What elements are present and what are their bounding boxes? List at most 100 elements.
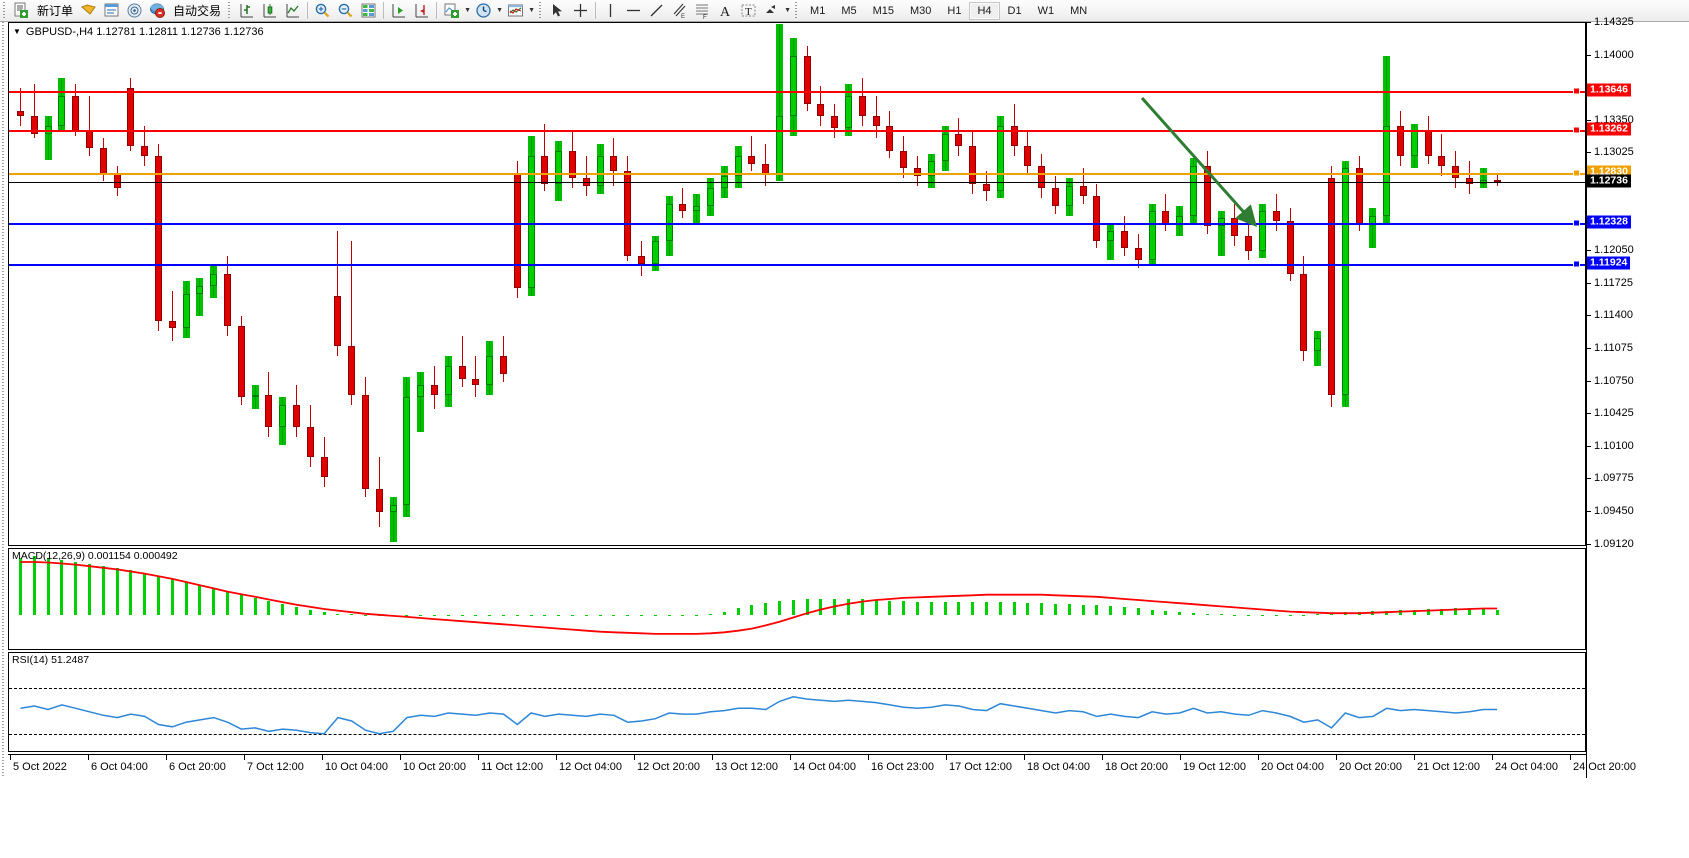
macd-histogram-bar xyxy=(584,614,588,616)
data-window-icon[interactable] xyxy=(100,1,123,21)
macd-histogram-bar xyxy=(543,614,547,616)
add-indicator-icon[interactable] xyxy=(440,1,463,21)
chart-left-grip[interactable] xyxy=(0,22,7,834)
auto-trading-button[interactable]: 自动交易 xyxy=(173,4,222,18)
macd-histogram-bar xyxy=(653,614,657,616)
zoom-out-icon[interactable] xyxy=(334,1,357,21)
level-line-resistance-2[interactable] xyxy=(9,129,1585,132)
level-anchor-resistance-2[interactable] xyxy=(1573,126,1580,134)
add-indicator-chevron-down-icon[interactable]: ▼ xyxy=(464,7,471,14)
toolbar-grip-4[interactable] xyxy=(793,1,801,20)
price-pane[interactable]: ▼ GBPUSD-,H4 1.12781 1.12811 1.12736 1.1… xyxy=(8,22,1586,546)
timeframe-m15[interactable]: M15 xyxy=(872,5,894,17)
new-order-button[interactable]: 新订单 xyxy=(37,4,74,18)
time-tick-label: 16 Oct 23:00 xyxy=(871,761,934,773)
candle-body xyxy=(1093,195,1101,242)
candle xyxy=(1079,167,1087,204)
shapes-icon[interactable] xyxy=(760,1,783,21)
macd-histogram-bar xyxy=(640,614,643,616)
chart-menu-arrow-icon[interactable]: ▼ xyxy=(13,26,21,36)
text-label-icon[interactable]: T xyxy=(737,1,760,21)
price-axis[interactable]: 1.14325 1.14000 1.13350 1.13025 1.12050 1.117… xyxy=(1586,16,1689,834)
candle xyxy=(1383,55,1391,225)
auto-trading-icon[interactable] xyxy=(146,1,169,21)
horizontal-line-icon[interactable] xyxy=(622,1,645,21)
timeframe-d1[interactable]: D1 xyxy=(1007,5,1022,17)
toolbar-grip-2[interactable] xyxy=(226,1,234,20)
candle-body xyxy=(845,95,852,128)
level-line-current-price[interactable] xyxy=(9,182,1585,184)
shapes-chevron-down-icon[interactable]: ▼ xyxy=(784,7,791,14)
macd-histogram-bar xyxy=(1481,609,1485,615)
time-axis[interactable]: 5 Oct 2022 6 Oct 04:00 6 Oct 20:00 7 Oct 12… xyxy=(8,754,1636,778)
macd-histogram-bar xyxy=(19,557,22,615)
timeframe-m1[interactable]: M1 xyxy=(810,5,826,17)
price-tick-label: 1.14000 xyxy=(1594,48,1634,61)
templates-icon[interactable] xyxy=(504,1,527,21)
level-anchor-pivot[interactable] xyxy=(1573,169,1580,177)
price-tag-support-1[interactable]: 1.12328 xyxy=(1587,215,1631,229)
price-tag-resistance-2[interactable]: 1.13262 xyxy=(1587,122,1631,136)
candle-body xyxy=(237,326,245,397)
candle-body xyxy=(1038,165,1046,188)
macd-pane[interactable]: MACD(12,26,9) 0.001154 0.000492 xyxy=(8,548,1586,650)
macd-histogram-bar xyxy=(226,591,229,615)
chart-shift-icon[interactable] xyxy=(410,1,433,21)
timeframe-w1[interactable]: W1 xyxy=(1037,5,1055,17)
candlestick-chart-icon[interactable] xyxy=(258,1,281,21)
candle xyxy=(1355,155,1363,232)
period-chevron-down-icon[interactable]: ▼ xyxy=(496,7,503,14)
level-line-resistance-1[interactable] xyxy=(9,91,1585,94)
vertical-line-icon[interactable] xyxy=(599,1,622,21)
macd-histogram-bar xyxy=(1136,608,1140,615)
timeframe-m5[interactable]: M5 xyxy=(841,5,857,17)
candle xyxy=(251,384,259,409)
folder-icon[interactable] xyxy=(77,1,100,21)
level-anchor-resistance-1[interactable] xyxy=(1573,87,1580,95)
candle-wick xyxy=(254,384,256,409)
new-order-icon[interactable] xyxy=(10,1,33,21)
candle xyxy=(983,170,990,201)
price-tag-resistance-1[interactable]: 1.13646 xyxy=(1587,83,1631,97)
candle xyxy=(444,356,452,407)
candle-body xyxy=(403,396,411,505)
timeframe-h1[interactable]: H1 xyxy=(947,5,962,17)
crosshair-icon[interactable] xyxy=(569,1,592,21)
level-line-pivot[interactable] xyxy=(9,172,1585,175)
level-anchor-support-1[interactable] xyxy=(1573,219,1580,227)
zoom-in-icon[interactable] xyxy=(311,1,334,21)
templates-chevron-down-icon[interactable]: ▼ xyxy=(528,7,535,14)
macd-histogram-bar xyxy=(1178,611,1182,615)
period-clock-icon[interactable] xyxy=(472,1,495,21)
equidistant-channel-icon[interactable]: E xyxy=(668,1,691,21)
time-tick xyxy=(1570,755,1571,760)
market-watch-grid-icon[interactable] xyxy=(357,1,380,21)
price-tag-current-price[interactable]: 1.12736 xyxy=(1587,174,1631,188)
candle-body xyxy=(679,204,687,212)
auto-scroll-icon[interactable] xyxy=(387,1,410,21)
level-line-support-1[interactable] xyxy=(9,223,1585,226)
line-chart-icon[interactable] xyxy=(281,1,304,21)
cursor-icon[interactable] xyxy=(546,1,569,21)
toolbar-grip-3[interactable] xyxy=(537,1,545,20)
level-line-support-2[interactable] xyxy=(9,263,1585,266)
time-tick xyxy=(10,755,11,760)
timeframe-m30[interactable]: M30 xyxy=(910,5,932,17)
candle xyxy=(403,376,411,517)
navigator-icon[interactable] xyxy=(123,1,146,21)
timeframe-h4[interactable]: H4 xyxy=(969,1,1000,20)
fibonacci-icon[interactable]: F xyxy=(691,1,714,21)
candle xyxy=(1438,133,1446,176)
level-anchor-support-2[interactable] xyxy=(1573,260,1580,268)
timeframe-mn[interactable]: MN xyxy=(1070,5,1088,17)
trendline-icon[interactable] xyxy=(645,1,668,21)
rsi-pane[interactable]: RSI(14) 51.2487 xyxy=(8,652,1586,752)
price-tag-support-2[interactable]: 1.11924 xyxy=(1587,256,1631,270)
bar-chart-icon[interactable] xyxy=(235,1,258,21)
macd-histogram-bar xyxy=(1123,607,1126,615)
macd-histogram-bar xyxy=(502,614,505,616)
candle xyxy=(748,135,756,171)
toolbar-grip[interactable] xyxy=(1,1,8,20)
text-icon[interactable]: A xyxy=(714,1,737,21)
